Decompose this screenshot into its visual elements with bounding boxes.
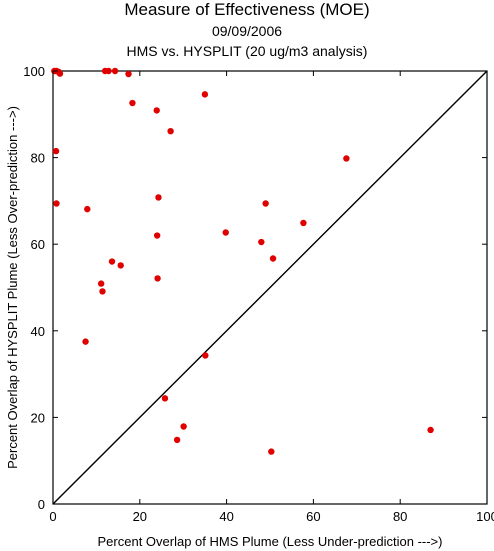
chart-subtitle: HMS vs. HYSPLIT (20 ug/m3 analysis) xyxy=(126,43,368,59)
data-point xyxy=(111,67,119,75)
data-point xyxy=(84,205,91,213)
y-tick-label: 40 xyxy=(31,324,45,339)
data-point xyxy=(154,275,161,282)
x-tick-label: 100 xyxy=(476,509,494,524)
x-axis-ticks: 0 20 40 60 80 100 xyxy=(49,71,494,524)
data-point xyxy=(268,448,275,455)
data-point xyxy=(53,200,60,207)
x-axis-label: Percent Overlap of HMS Plume (Less Under… xyxy=(98,534,443,549)
data-point xyxy=(180,423,187,430)
plot-border xyxy=(52,70,488,505)
x-tick-label: 80 xyxy=(393,509,407,524)
data-points xyxy=(51,67,434,455)
data-point xyxy=(82,338,89,345)
y-tick-label: 20 xyxy=(31,410,45,425)
data-point xyxy=(56,70,64,77)
diagonal-line xyxy=(52,70,488,505)
data-point xyxy=(343,155,350,162)
y-tick-label: 100 xyxy=(23,64,45,79)
data-point xyxy=(125,70,132,78)
y-tick-label: 0 xyxy=(38,497,45,512)
y-tick-label: 80 xyxy=(31,151,45,166)
data-point xyxy=(117,262,124,269)
data-point xyxy=(167,127,174,135)
reference-line xyxy=(52,70,488,505)
data-point xyxy=(202,352,209,359)
data-point xyxy=(99,288,106,295)
y-axis-label: Percent Overlap of HYSPLIT Plume (Less O… xyxy=(5,106,20,469)
plot-frame xyxy=(52,70,488,505)
x-tick-label: 20 xyxy=(133,509,147,524)
data-point xyxy=(105,67,112,75)
x-tick-label: 0 xyxy=(49,509,56,524)
data-point xyxy=(52,147,60,155)
data-point xyxy=(258,238,265,246)
data-point xyxy=(97,280,105,287)
data-point xyxy=(427,426,434,434)
data-point xyxy=(269,255,277,262)
data-point xyxy=(129,99,136,107)
x-tick-label: 40 xyxy=(219,509,233,524)
data-point xyxy=(201,91,209,98)
data-point xyxy=(300,219,307,227)
y-axis-ticks: 0 20 40 60 80 100 xyxy=(23,64,487,512)
x-tick-label: 60 xyxy=(306,509,320,524)
data-point xyxy=(161,395,169,402)
data-point xyxy=(108,258,116,265)
data-point xyxy=(153,107,160,114)
y-tick-label: 60 xyxy=(31,237,45,252)
chart-date: 09/09/2006 xyxy=(211,23,283,39)
data-point xyxy=(155,194,162,201)
data-point xyxy=(222,229,229,236)
data-point xyxy=(153,232,161,239)
chart-title: Measure of Effectiveness (MOE) xyxy=(124,0,370,19)
data-point xyxy=(173,436,181,444)
data-point xyxy=(262,200,269,207)
